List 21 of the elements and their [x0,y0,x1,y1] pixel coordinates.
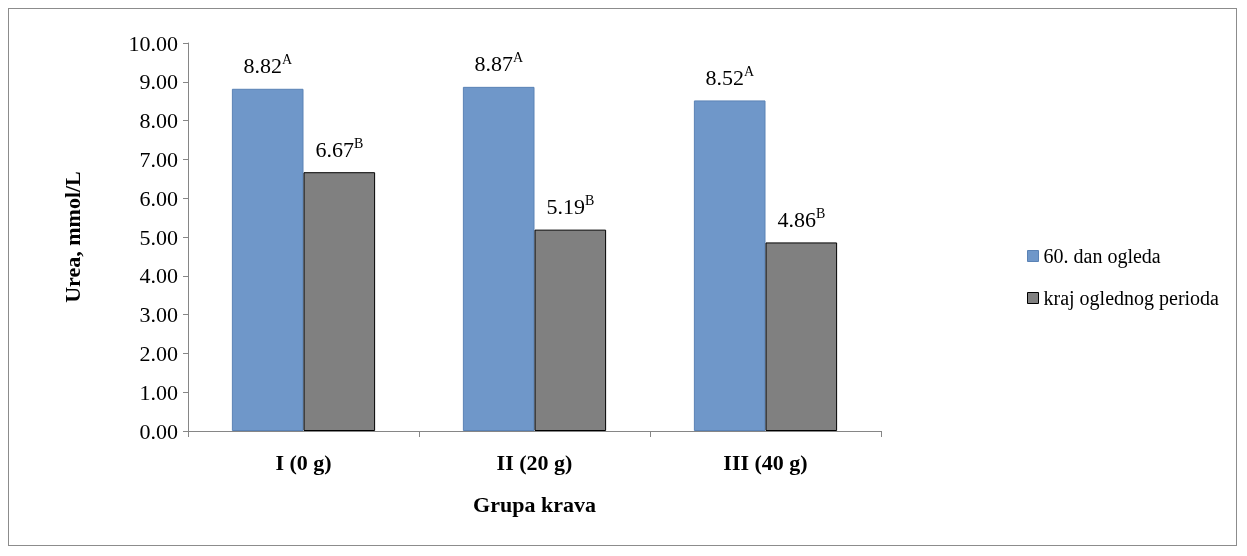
x-tick-label: II (20 g) [496,449,573,475]
legend-label: kraj oglednog perioda [1043,287,1220,310]
x-tick-label: I (0 g) [275,449,332,475]
bar [462,86,535,431]
y-tick-label: 3.00 [139,302,178,328]
x-axis-title: Grupa krava [473,491,596,517]
bar [693,100,766,431]
y-tick-label: 9.00 [139,69,178,95]
y-tick-label: 7.00 [139,146,178,172]
x-tick-label: III (40 g) [723,449,808,475]
y-tick-label: 8.00 [139,108,178,134]
y-tick-label: 6.00 [139,185,178,211]
y-axis-title: Urea, mmol/L [59,171,85,303]
y-tick-label: 5.00 [139,224,178,250]
y-tick-label: 10.00 [128,30,178,56]
y-tick-label: 0.00 [139,418,178,444]
bar [231,88,304,431]
y-tick-label: 4.00 [139,263,178,289]
y-tick-label: 1.00 [139,379,178,405]
y-tick-label: 2.00 [139,340,178,366]
legend-label: 60. dan ogleda [1043,245,1161,268]
